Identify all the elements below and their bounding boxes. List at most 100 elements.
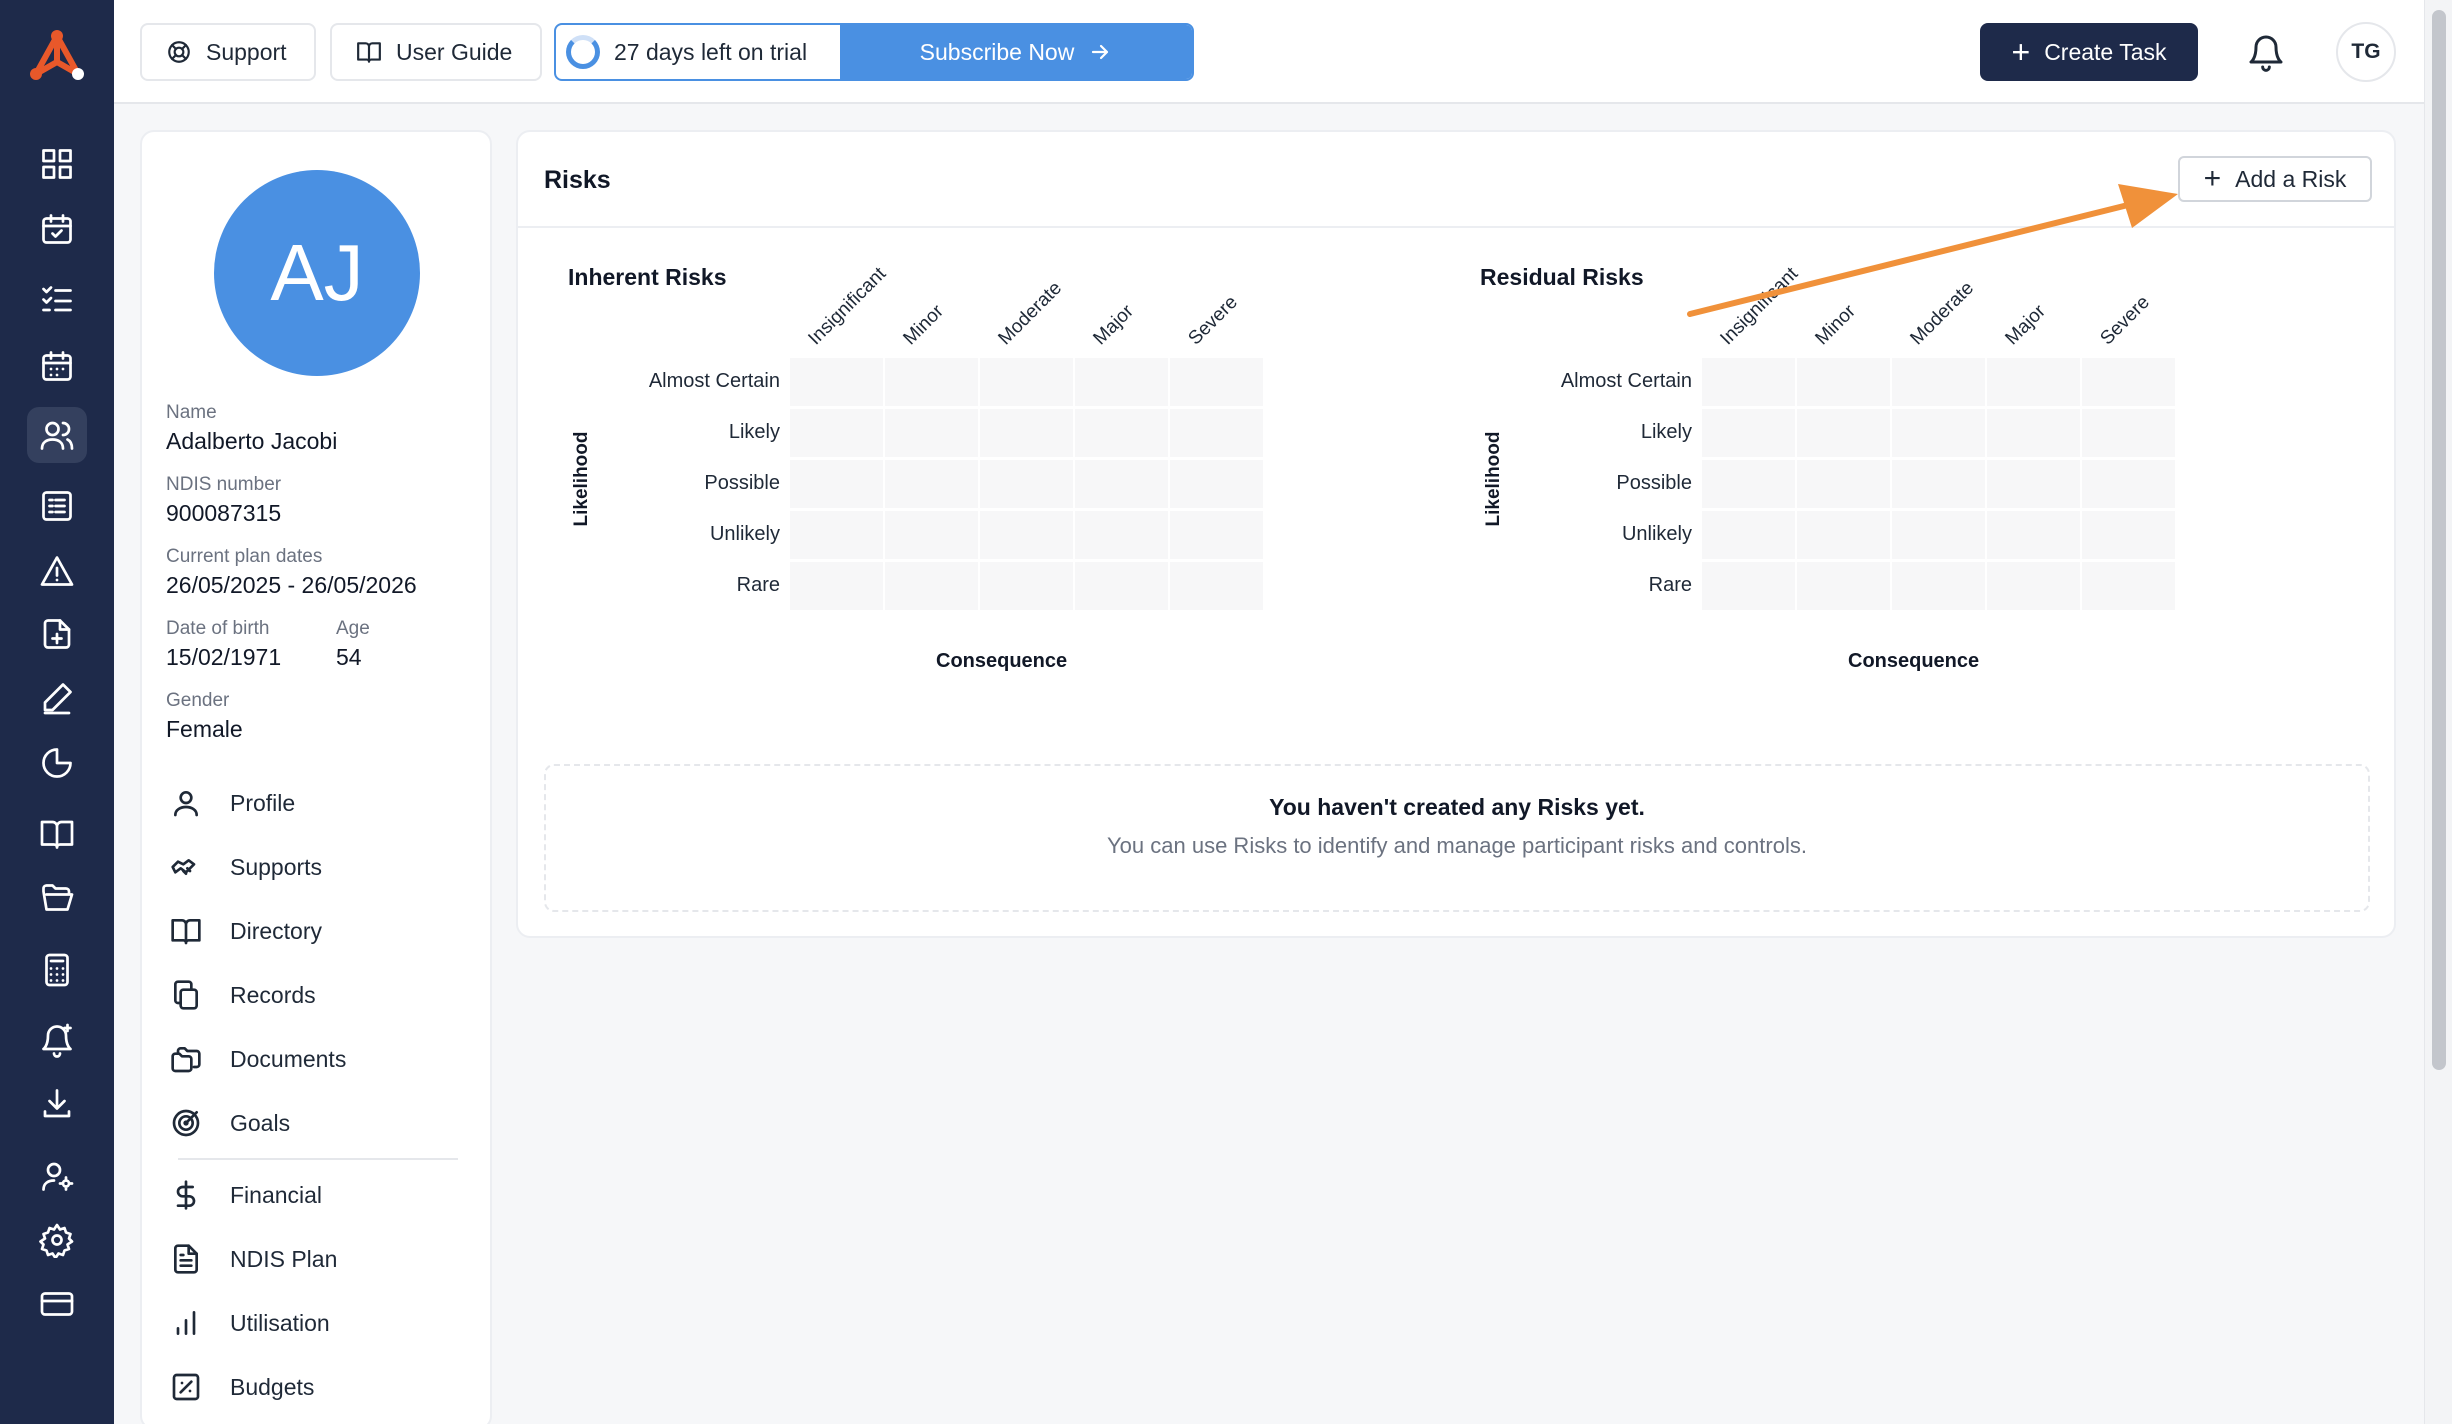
risk-cell[interactable] [1702, 511, 1795, 559]
subscribe-now-button[interactable]: Subscribe Now [840, 25, 1192, 79]
risk-cell[interactable] [790, 460, 883, 508]
risk-cell[interactable] [2082, 409, 2175, 457]
nav-budgets[interactable]: Budgets [170, 1359, 314, 1415]
risk-cell[interactable] [885, 511, 978, 559]
risk-cell[interactable] [1797, 409, 1890, 457]
rail-new-file[interactable] [27, 606, 87, 662]
risk-cell[interactable] [790, 511, 883, 559]
risk-cell[interactable] [1170, 562, 1263, 610]
risk-cell[interactable] [1702, 562, 1795, 610]
risk-cell[interactable] [1892, 511, 1985, 559]
nav-supports[interactable]: Supports [170, 839, 322, 895]
risk-cell[interactable] [1797, 460, 1890, 508]
risk-cell[interactable] [1892, 358, 1985, 406]
create-task-button[interactable]: + Create Task [1980, 23, 2198, 81]
risk-cell[interactable] [980, 409, 1073, 457]
risk-cell[interactable] [1170, 460, 1263, 508]
risk-cell[interactable] [790, 409, 883, 457]
rail-tasks[interactable] [27, 270, 87, 326]
rail-settings[interactable] [27, 1212, 87, 1268]
risk-cell[interactable] [980, 562, 1073, 610]
risk-cell[interactable] [790, 358, 883, 406]
rail-calendar-check[interactable] [27, 201, 87, 257]
risk-cell[interactable] [1797, 562, 1890, 610]
nav-financial[interactable]: Financial [170, 1167, 322, 1223]
risk-cell[interactable] [790, 562, 883, 610]
rail-sign[interactable] [27, 670, 87, 726]
rail-participants[interactable] [27, 407, 87, 463]
nav-directory-label: Directory [230, 917, 323, 944]
rail-notifications[interactable] [27, 1012, 87, 1068]
risk-cell[interactable] [1987, 511, 2080, 559]
rail-incidents[interactable] [27, 543, 87, 599]
risk-cell[interactable] [1075, 358, 1168, 406]
risk-cell[interactable] [1075, 562, 1168, 610]
risk-cell[interactable] [1075, 460, 1168, 508]
risk-cell[interactable] [1892, 562, 1985, 610]
row-header-almost-certain: Almost Certain [648, 370, 780, 392]
risk-cell[interactable] [980, 358, 1073, 406]
rail-dashboard[interactable] [27, 136, 87, 192]
page-scrollbar[interactable] [2424, 0, 2452, 1424]
rail-guide[interactable] [27, 806, 87, 862]
risk-cell[interactable] [1987, 358, 2080, 406]
risk-cell[interactable] [1702, 358, 1795, 406]
percent-square-icon [172, 1373, 200, 1401]
scrollbar-thumb[interactable] [2432, 10, 2446, 1070]
add-a-risk-button[interactable]: + Add a Risk [2178, 156, 2372, 202]
notifications-button[interactable] [2242, 28, 2290, 76]
nav-records[interactable]: Records [170, 967, 316, 1023]
support-button[interactable]: Support [140, 23, 316, 81]
nav-records-label: Records [230, 981, 316, 1008]
nav-utilisation[interactable]: Utilisation [170, 1295, 330, 1351]
risk-cell[interactable] [2082, 511, 2175, 559]
risk-cell[interactable] [980, 511, 1073, 559]
risk-cell[interactable] [980, 460, 1073, 508]
list-check-icon [42, 286, 72, 312]
risk-cell[interactable] [885, 409, 978, 457]
risk-cell[interactable] [1702, 409, 1795, 457]
user-avatar[interactable]: TG [2336, 22, 2396, 82]
risk-cell[interactable] [1797, 358, 1890, 406]
rail-billing[interactable] [27, 1276, 87, 1332]
gender-value: Female [166, 716, 243, 742]
nav-directory[interactable]: Directory [170, 903, 322, 959]
risk-cell[interactable] [1170, 358, 1263, 406]
risk-cell[interactable] [1702, 460, 1795, 508]
column-header-severe: Severe [2096, 291, 2154, 350]
bell-plus-icon [42, 1023, 72, 1058]
risk-cell[interactable] [2082, 460, 2175, 508]
risk-cell[interactable] [885, 358, 978, 406]
user-guide-button[interactable]: User Guide [330, 23, 542, 81]
nav-ndis-plan[interactable]: NDIS Plan [170, 1231, 337, 1287]
nav-goals[interactable]: Goals [170, 1095, 290, 1151]
app-logo-icon[interactable] [22, 26, 92, 86]
risk-cell[interactable] [1892, 460, 1985, 508]
risk-cell[interactable] [1797, 511, 1890, 559]
risk-cell[interactable] [885, 562, 978, 610]
rail-user-settings[interactable] [27, 1148, 87, 1204]
participant-avatar: AJ [214, 170, 420, 376]
nav-profile[interactable]: Profile [170, 775, 295, 831]
risk-cell[interactable] [2082, 562, 2175, 610]
risk-cell[interactable] [1170, 409, 1263, 457]
risk-cell[interactable] [1075, 409, 1168, 457]
column-header-major: Major [1089, 300, 1138, 350]
calendar-icon [42, 351, 72, 381]
rail-folders[interactable] [27, 871, 87, 927]
rail-forms[interactable] [27, 478, 87, 534]
rail-calculator[interactable] [27, 942, 87, 998]
risk-cell[interactable] [1987, 562, 2080, 610]
risk-cell[interactable] [2082, 358, 2175, 406]
risk-cell[interactable] [1170, 511, 1263, 559]
rail-downloads[interactable] [27, 1076, 87, 1132]
nav-documents[interactable]: Documents [170, 1031, 346, 1087]
rail-calendar[interactable] [27, 338, 87, 394]
risk-cell[interactable] [1987, 460, 2080, 508]
risk-cell[interactable] [885, 460, 978, 508]
likelihood-axis-label: Likelihood [1483, 431, 1504, 527]
rail-reports[interactable] [27, 735, 87, 791]
risk-cell[interactable] [1075, 511, 1168, 559]
risk-cell[interactable] [1892, 409, 1985, 457]
risk-cell[interactable] [1987, 409, 2080, 457]
